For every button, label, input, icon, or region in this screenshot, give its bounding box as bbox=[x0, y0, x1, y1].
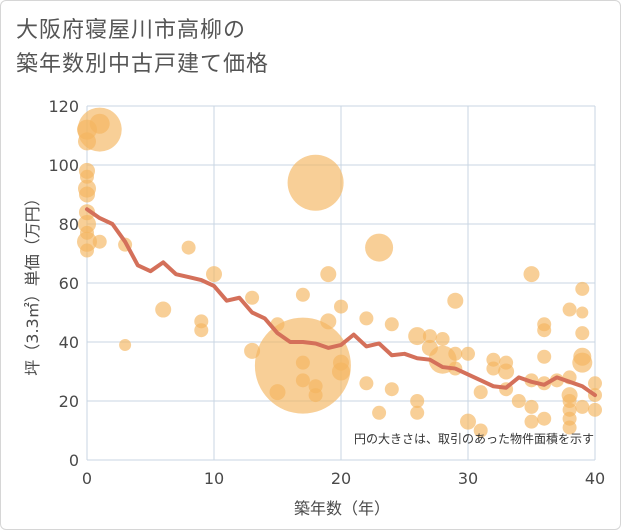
data-bubble bbox=[486, 361, 501, 376]
data-bubble bbox=[181, 240, 196, 255]
data-bubble bbox=[524, 399, 539, 414]
x-tick-label: 0 bbox=[82, 469, 92, 488]
data-bubble bbox=[295, 373, 310, 388]
data-bubble bbox=[287, 154, 344, 211]
data-bubble bbox=[537, 411, 552, 426]
x-tick-label: 40 bbox=[585, 469, 605, 488]
data-bubble bbox=[119, 338, 132, 351]
trend-series bbox=[85, 207, 597, 398]
data-bubble bbox=[588, 376, 602, 391]
y-axis-label: 坪（3.3㎡）単価（万円） bbox=[23, 190, 42, 375]
data-bubble bbox=[245, 290, 260, 305]
data-bubble bbox=[511, 394, 526, 408]
y-tick-label: 80 bbox=[59, 215, 79, 234]
data-bubble bbox=[408, 327, 427, 346]
y-tick-label: 120 bbox=[48, 97, 79, 116]
data-bubble bbox=[498, 363, 515, 380]
data-bubble bbox=[320, 266, 337, 283]
data-bubble bbox=[92, 234, 107, 249]
data-bubble bbox=[359, 311, 374, 326]
data-bubble bbox=[447, 292, 464, 309]
data-bubble bbox=[448, 346, 463, 361]
data-bubble bbox=[473, 385, 488, 400]
chart-title-line-1: 大阪府寝屋川市高柳の bbox=[16, 18, 247, 43]
data-bubble bbox=[410, 394, 425, 408]
y-tick-label: 100 bbox=[48, 156, 79, 175]
data-bubble bbox=[422, 329, 437, 344]
x-tick-label: 30 bbox=[458, 469, 478, 488]
tick-labels: 0 20 40 60 80 100 120 0 10 20 30 40 bbox=[48, 97, 605, 488]
data-bubble bbox=[308, 379, 323, 394]
data-bubble bbox=[206, 266, 222, 283]
data-bubble bbox=[562, 302, 577, 317]
data-bubble bbox=[575, 281, 590, 296]
data-bubble bbox=[384, 317, 399, 332]
data-bubble bbox=[384, 382, 399, 397]
bubble-series bbox=[77, 107, 602, 438]
data-bubble bbox=[473, 423, 488, 438]
data-bubble bbox=[79, 186, 95, 203]
data-bubble bbox=[244, 342, 261, 359]
data-bubble bbox=[194, 323, 209, 338]
data-bubble bbox=[365, 233, 394, 262]
data-bubble bbox=[461, 346, 475, 361]
trend-line bbox=[85, 207, 597, 398]
y-tick-label: 0 bbox=[69, 451, 79, 470]
data-bubble bbox=[80, 243, 94, 258]
data-bubble bbox=[410, 405, 425, 420]
data-bubble bbox=[435, 332, 450, 347]
data-bubble bbox=[295, 287, 310, 302]
chart-title: 大阪府寝屋川市高柳の 築年数別中古戸建て価格 bbox=[16, 14, 269, 82]
data-bubble bbox=[576, 306, 589, 319]
data-bubble bbox=[295, 355, 310, 370]
data-bubble bbox=[332, 362, 350, 381]
data-bubble bbox=[320, 313, 337, 330]
chart-title-line-2: 築年数別中古戸建て価格 bbox=[16, 52, 270, 77]
data-bubble bbox=[575, 399, 590, 414]
data-bubble bbox=[334, 299, 348, 314]
data-bubble bbox=[572, 352, 593, 373]
data-bubble bbox=[80, 169, 94, 184]
data-bubble bbox=[359, 376, 374, 391]
y-tick-label: 60 bbox=[59, 274, 79, 293]
size-annotation: 円の大きさは、取引のあった物件面積を示す bbox=[354, 431, 594, 446]
data-bubble bbox=[575, 326, 590, 341]
data-bubble bbox=[524, 414, 539, 429]
data-bubble bbox=[537, 323, 552, 338]
data-bubble bbox=[460, 413, 476, 430]
data-bubble bbox=[588, 402, 602, 417]
data-bubble bbox=[155, 301, 172, 318]
x-axis-label: 築年数（年） bbox=[294, 499, 390, 518]
data-bubble bbox=[537, 349, 552, 364]
y-tick-label: 40 bbox=[59, 333, 79, 352]
data-bubble bbox=[372, 405, 387, 420]
data-bubble bbox=[89, 113, 110, 134]
x-tick-label: 10 bbox=[204, 469, 224, 488]
x-tick-label: 20 bbox=[331, 469, 351, 488]
y-tick-label: 20 bbox=[59, 392, 79, 411]
data-bubble bbox=[523, 266, 540, 283]
data-bubble bbox=[562, 420, 577, 435]
